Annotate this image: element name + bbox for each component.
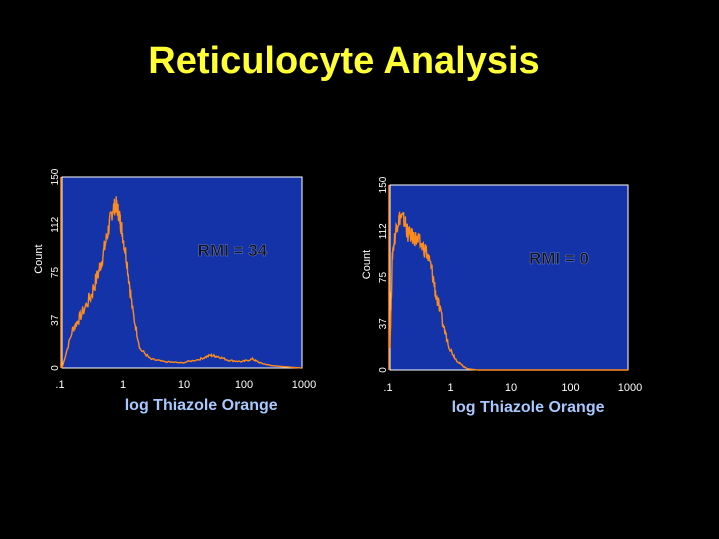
slide-title: Reticulocyte Analysis (148, 40, 540, 82)
y-tick-label: 112 (50, 216, 61, 232)
x-axis-label: log Thiazole Orange (452, 399, 605, 416)
y-tick-label: 75 (50, 267, 61, 279)
y-axis-label: Count (33, 244, 45, 273)
y-tick-label: 37 (50, 314, 61, 326)
x-tick-label: 1000 (618, 382, 642, 394)
y-tick-label: 150 (378, 176, 389, 193)
x-tick-label: 100 (561, 382, 579, 394)
plot-area-1 (61, 176, 303, 369)
rmi-annotation: RMI = 0 (529, 249, 589, 268)
plot-area-2 (389, 184, 629, 371)
x-tick-label: 10 (178, 379, 190, 391)
x-tick-label: 1 (120, 379, 126, 391)
x-tick-label: 100 (235, 379, 253, 391)
rmi-annotation: RMI = 34 (198, 241, 268, 260)
x-tick-label: .1 (383, 382, 392, 394)
y-tick-label: 75 (378, 272, 389, 284)
x-tick-label: .1 (55, 379, 64, 391)
x-tick-label: 1 (447, 382, 453, 394)
x-tick-label: 10 (505, 382, 517, 394)
x-tick-label: 1000 (292, 379, 316, 391)
histogram-series-2 (389, 211, 628, 371)
y-tick-label: 112 (378, 223, 389, 239)
y-tick-label: 0 (378, 367, 389, 373)
y-axis-label: Count (361, 250, 373, 279)
x-axis-label: log Thiazole Orange (125, 397, 278, 414)
y-tick-label: 0 (50, 365, 61, 371)
y-tick-label: 150 (50, 168, 61, 185)
histogram-series-1 (61, 196, 303, 369)
y-tick-label: 37 (378, 318, 389, 330)
